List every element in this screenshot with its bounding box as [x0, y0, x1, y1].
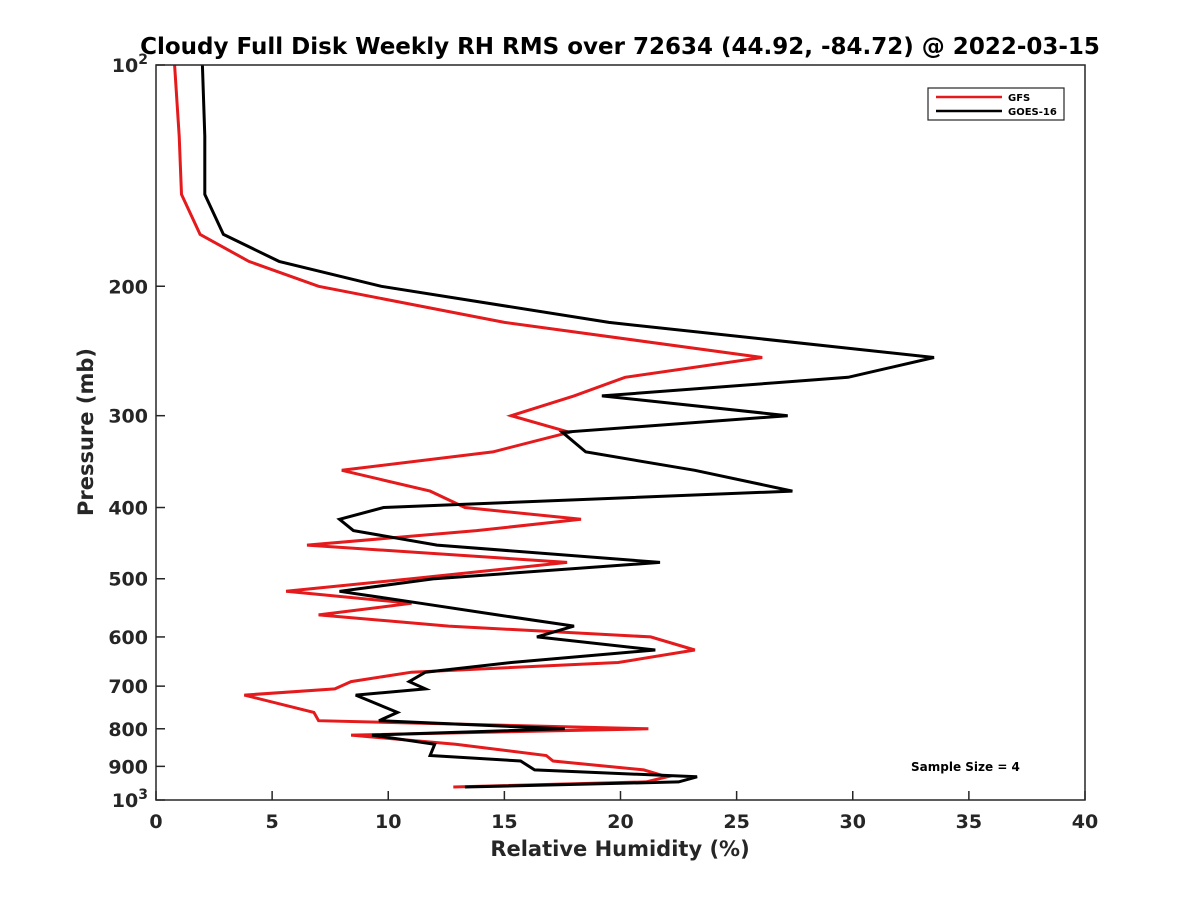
x-tick-label: 25: [723, 811, 749, 833]
plot-lines: [173, 64, 935, 789]
legend-box: [927, 87, 1065, 121]
y-tick-label: 900: [108, 756, 148, 778]
x-tick-label: 30: [840, 811, 866, 833]
y-tick-label: 700: [108, 676, 148, 698]
y-tick-label: 103: [112, 787, 148, 812]
x-tick-label: 35: [956, 811, 982, 833]
legend: GFS GOES-16: [927, 87, 1065, 121]
chart-title: Cloudy Full Disk Weekly RH RMS over 7263…: [140, 34, 1100, 60]
sample-size-annotation: Sample Size = 4: [911, 760, 1020, 774]
x-axis: 0 5 10 15 20 25 30 35 40: [149, 791, 1098, 833]
x-tick-label: 10: [375, 811, 401, 833]
x-tick-label: 5: [266, 811, 279, 833]
legend-label-gfs: GFS: [1008, 93, 1030, 104]
y-tick-label: 300: [108, 406, 148, 428]
y-tick-label: 600: [108, 627, 148, 649]
x-tick-label: 20: [607, 811, 633, 833]
y-tick-label: 500: [108, 569, 148, 591]
y-axis-label: Pressure (mb): [74, 348, 98, 516]
x-axis-label: Relative Humidity (%): [490, 837, 749, 861]
y-tick-label: 200: [108, 276, 148, 298]
y-tick-label: 800: [108, 719, 148, 741]
series-line-gfs: [173, 64, 763, 789]
series-line-goes-16: [200, 64, 935, 789]
y-tick-label: 102: [112, 52, 148, 77]
y-tick-label: 400: [108, 498, 148, 520]
x-tick-label: 40: [1072, 811, 1098, 833]
y-axis: 102 200 300 400 500 600 700 800 900 103: [108, 52, 165, 812]
x-tick-label: 0: [149, 811, 162, 833]
legend-label-goes-16: GOES-16: [1008, 107, 1057, 118]
x-tick-label: 15: [491, 811, 517, 833]
